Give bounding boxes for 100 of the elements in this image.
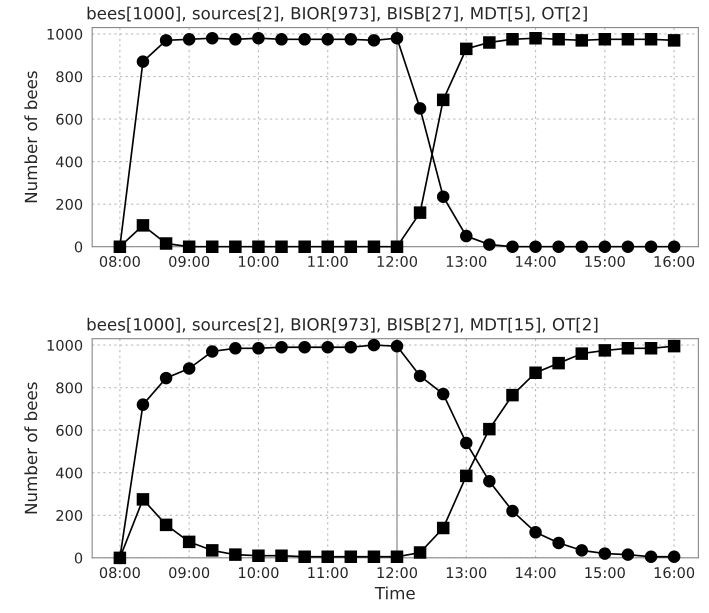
point <box>368 338 380 352</box>
point <box>552 356 565 370</box>
x-tick-label: 08:00 <box>100 567 140 578</box>
x-tick-label: 09:00 <box>169 256 210 268</box>
point <box>275 340 288 354</box>
x-tick-label: 08:00 <box>100 256 140 268</box>
point <box>252 342 265 355</box>
point <box>136 55 150 68</box>
point <box>136 493 150 506</box>
point <box>460 470 473 482</box>
point <box>321 240 334 253</box>
x-tick-label: 14:00 <box>516 256 556 268</box>
point <box>506 240 519 253</box>
point <box>206 345 218 358</box>
x-tick-label: 11:00 <box>308 567 348 578</box>
point <box>298 240 311 253</box>
point <box>436 522 450 534</box>
point <box>160 237 172 250</box>
point <box>644 550 658 564</box>
point <box>576 240 588 253</box>
y-axis-title: Number of bees <box>24 71 38 202</box>
x-tick-label: 11:00 <box>308 256 348 268</box>
point <box>114 552 126 564</box>
point <box>160 34 172 47</box>
point <box>668 34 680 47</box>
point <box>529 366 542 380</box>
point <box>506 504 519 518</box>
point <box>206 240 218 253</box>
point <box>414 546 426 559</box>
point <box>529 526 542 539</box>
point <box>390 340 404 352</box>
point <box>529 240 542 253</box>
point <box>483 422 496 436</box>
point <box>275 240 288 253</box>
x-tick-label: 15:00 <box>585 567 625 578</box>
point <box>622 240 634 253</box>
point <box>483 238 496 251</box>
x-tick-label: 12:00 <box>378 256 418 268</box>
point <box>229 33 242 46</box>
y-tick-label: 600 <box>56 424 82 436</box>
x-tick-label: 15:00 <box>585 256 625 268</box>
point <box>644 342 658 355</box>
x-tick-label: 09:00 <box>169 567 210 578</box>
point <box>368 550 380 564</box>
point <box>252 32 265 44</box>
point <box>598 344 612 357</box>
point <box>436 388 450 400</box>
x-tick-label: 14:00 <box>516 567 556 578</box>
y-tick-label: 800 <box>56 382 82 394</box>
point <box>552 240 565 253</box>
y-tick-label: 600 <box>56 114 82 125</box>
point <box>368 240 380 253</box>
point <box>414 102 426 115</box>
y-tick-label: 400 <box>56 156 82 168</box>
point <box>252 549 265 562</box>
y-tick-label: 800 <box>56 71 82 82</box>
point <box>136 398 150 411</box>
point <box>576 347 588 360</box>
point <box>344 240 358 253</box>
point <box>483 475 496 488</box>
point <box>598 240 612 253</box>
point <box>160 372 172 384</box>
point <box>229 240 242 253</box>
point <box>436 94 450 106</box>
point <box>229 342 242 355</box>
point <box>576 34 588 47</box>
point <box>483 36 496 49</box>
x-tick-label: 13:00 <box>446 256 486 268</box>
point <box>182 362 196 375</box>
point <box>344 33 358 46</box>
point <box>368 34 380 47</box>
x-tick-label: 10:00 <box>239 567 278 578</box>
point <box>529 32 542 44</box>
point <box>506 388 519 402</box>
point <box>321 33 334 46</box>
point <box>275 33 288 46</box>
x-axis-title: Time <box>374 586 415 600</box>
point <box>206 544 218 557</box>
point <box>390 240 404 253</box>
point <box>160 518 172 532</box>
point <box>460 42 473 56</box>
point <box>344 550 358 564</box>
point <box>298 33 311 46</box>
point <box>668 550 680 564</box>
point <box>275 549 288 562</box>
point <box>344 340 358 354</box>
point <box>298 340 311 354</box>
point <box>552 536 565 550</box>
x-tick-label: 16:00 <box>654 567 694 578</box>
y-tick-label: 200 <box>56 198 82 210</box>
point <box>136 219 150 232</box>
x-tick-label: 12:00 <box>378 567 418 578</box>
point <box>414 206 426 219</box>
point <box>598 547 612 560</box>
point <box>182 240 196 253</box>
y-axis-title: Number of bees <box>24 382 38 514</box>
point <box>321 340 334 354</box>
y-tick-label: 0 <box>74 241 82 252</box>
point <box>298 550 311 564</box>
point <box>622 548 634 561</box>
